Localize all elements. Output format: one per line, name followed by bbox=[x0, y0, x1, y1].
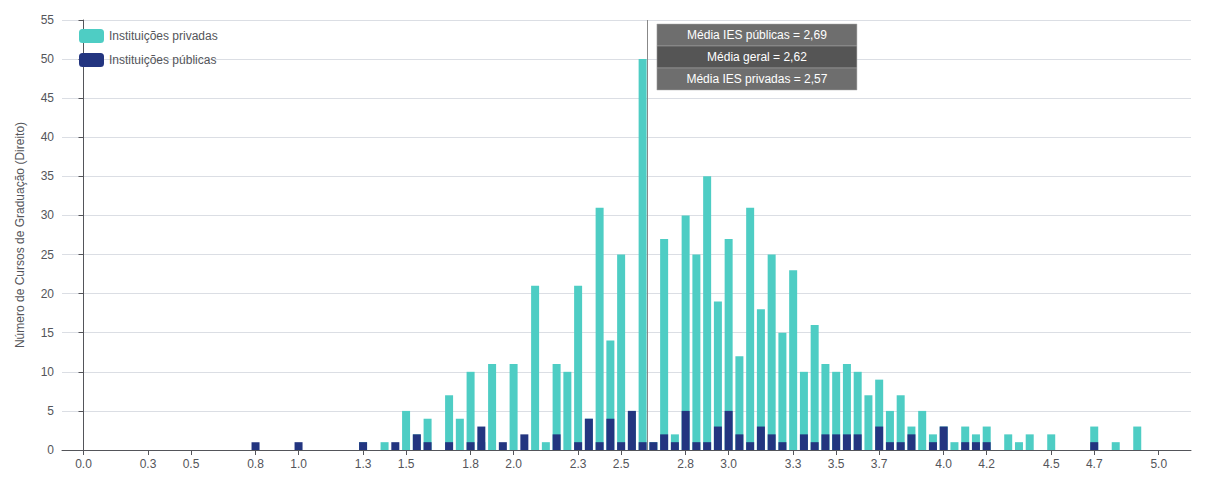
svg-text:1.0: 1.0 bbox=[290, 457, 307, 471]
svg-text:50: 50 bbox=[41, 52, 55, 66]
svg-text:4.2: 4.2 bbox=[978, 457, 995, 471]
svg-text:Instituições públicas: Instituições públicas bbox=[109, 53, 216, 67]
svg-text:Média IES públicas = 2,69: Média IES públicas = 2,69 bbox=[687, 28, 827, 42]
svg-text:1.3: 1.3 bbox=[355, 457, 372, 471]
svg-text:Número de Cursos de Graduação: Número de Cursos de Graduação (Direito) bbox=[13, 122, 27, 348]
svg-text:3.0: 3.0 bbox=[720, 457, 737, 471]
svg-text:15: 15 bbox=[41, 326, 55, 340]
svg-text:35: 35 bbox=[41, 169, 55, 183]
svg-text:Média geral = 2,62: Média geral = 2,62 bbox=[707, 50, 807, 64]
svg-text:4.7: 4.7 bbox=[1086, 457, 1103, 471]
svg-text:3.7: 3.7 bbox=[871, 457, 888, 471]
svg-text:0.8: 0.8 bbox=[247, 457, 264, 471]
svg-text:2.8: 2.8 bbox=[677, 457, 694, 471]
svg-text:4.0: 4.0 bbox=[935, 457, 952, 471]
svg-text:25: 25 bbox=[41, 248, 55, 262]
svg-text:4.5: 4.5 bbox=[1043, 457, 1060, 471]
svg-text:0.0: 0.0 bbox=[75, 457, 92, 471]
svg-text:0.3: 0.3 bbox=[140, 457, 157, 471]
svg-text:2.5: 2.5 bbox=[613, 457, 630, 471]
svg-text:2.0: 2.0 bbox=[505, 457, 522, 471]
svg-text:10: 10 bbox=[41, 365, 55, 379]
svg-text:3.3: 3.3 bbox=[785, 457, 802, 471]
svg-text:55: 55 bbox=[41, 13, 55, 27]
svg-text:0: 0 bbox=[47, 443, 54, 457]
svg-text:20: 20 bbox=[41, 287, 55, 301]
svg-text:3.5: 3.5 bbox=[828, 457, 845, 471]
svg-text:1.5: 1.5 bbox=[398, 457, 415, 471]
svg-text:2.3: 2.3 bbox=[570, 457, 587, 471]
svg-text:30: 30 bbox=[41, 208, 55, 222]
svg-text:0.5: 0.5 bbox=[183, 457, 200, 471]
svg-text:Média IES privadas = 2,57: Média IES privadas = 2,57 bbox=[686, 72, 827, 86]
svg-text:1.8: 1.8 bbox=[462, 457, 479, 471]
svg-text:5: 5 bbox=[47, 404, 54, 418]
svg-text:45: 45 bbox=[41, 91, 55, 105]
svg-text:5.0: 5.0 bbox=[1150, 457, 1167, 471]
svg-text:40: 40 bbox=[41, 130, 55, 144]
svg-text:Instituições privadas: Instituições privadas bbox=[109, 29, 218, 43]
